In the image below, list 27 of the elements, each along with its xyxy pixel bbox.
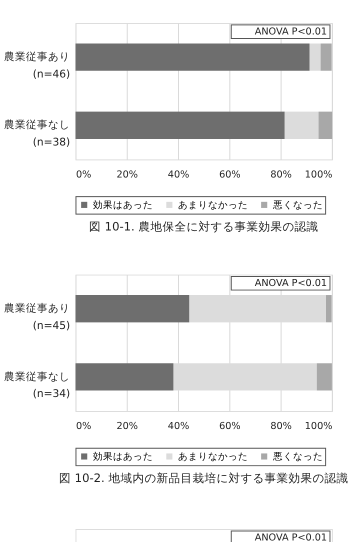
text: ANOVA P<0.01: [254, 532, 328, 542]
legend-label: あまりなかった: [178, 200, 248, 211]
x-tick-label: 40%: [168, 420, 190, 432]
x-tick-label: 40%: [168, 169, 190, 180]
annotation: ANOVA P<0.01: [254, 26, 328, 38]
legend-label: あまりなかった: [178, 451, 248, 462]
legend-label: 悪くなった: [272, 200, 323, 211]
y-tick-label: 農業従事あり (n=45): [4, 302, 70, 332]
x-tick-label: 60%: [219, 169, 241, 180]
annotation: ANOVA P<0.01: [254, 278, 328, 290]
y-tick-label: 農業従事なし (n=34): [4, 370, 70, 400]
x-tick-label: 20%: [116, 169, 138, 180]
text: 図 10-1. 農地保全に対する事業効果の認識: [88, 220, 318, 234]
x-tick-label: 80%: [270, 169, 292, 180]
y-tick-label: 農業従事あり (n=46): [4, 50, 70, 80]
y-tick-label: 農業従事なし (n=38): [4, 118, 70, 149]
x-tick-label: 80%: [270, 420, 292, 432]
x-tick-label: 0%: [76, 420, 92, 432]
x-tick-label: 0%: [76, 169, 92, 180]
x-tick-label: 100%: [304, 169, 332, 180]
legend-label: 効果はあった: [92, 450, 153, 462]
legend-label: 効果はあった: [92, 198, 153, 211]
legend-label: 悪くなった: [272, 451, 323, 462]
x-tick-label: 20%: [116, 420, 138, 432]
x-tick-label: 100%: [304, 420, 332, 432]
x-tick-label: 60%: [219, 420, 241, 432]
text: 図 10-2. 地域内の新品目栽培に対する事業効果の認識: [58, 471, 348, 486]
